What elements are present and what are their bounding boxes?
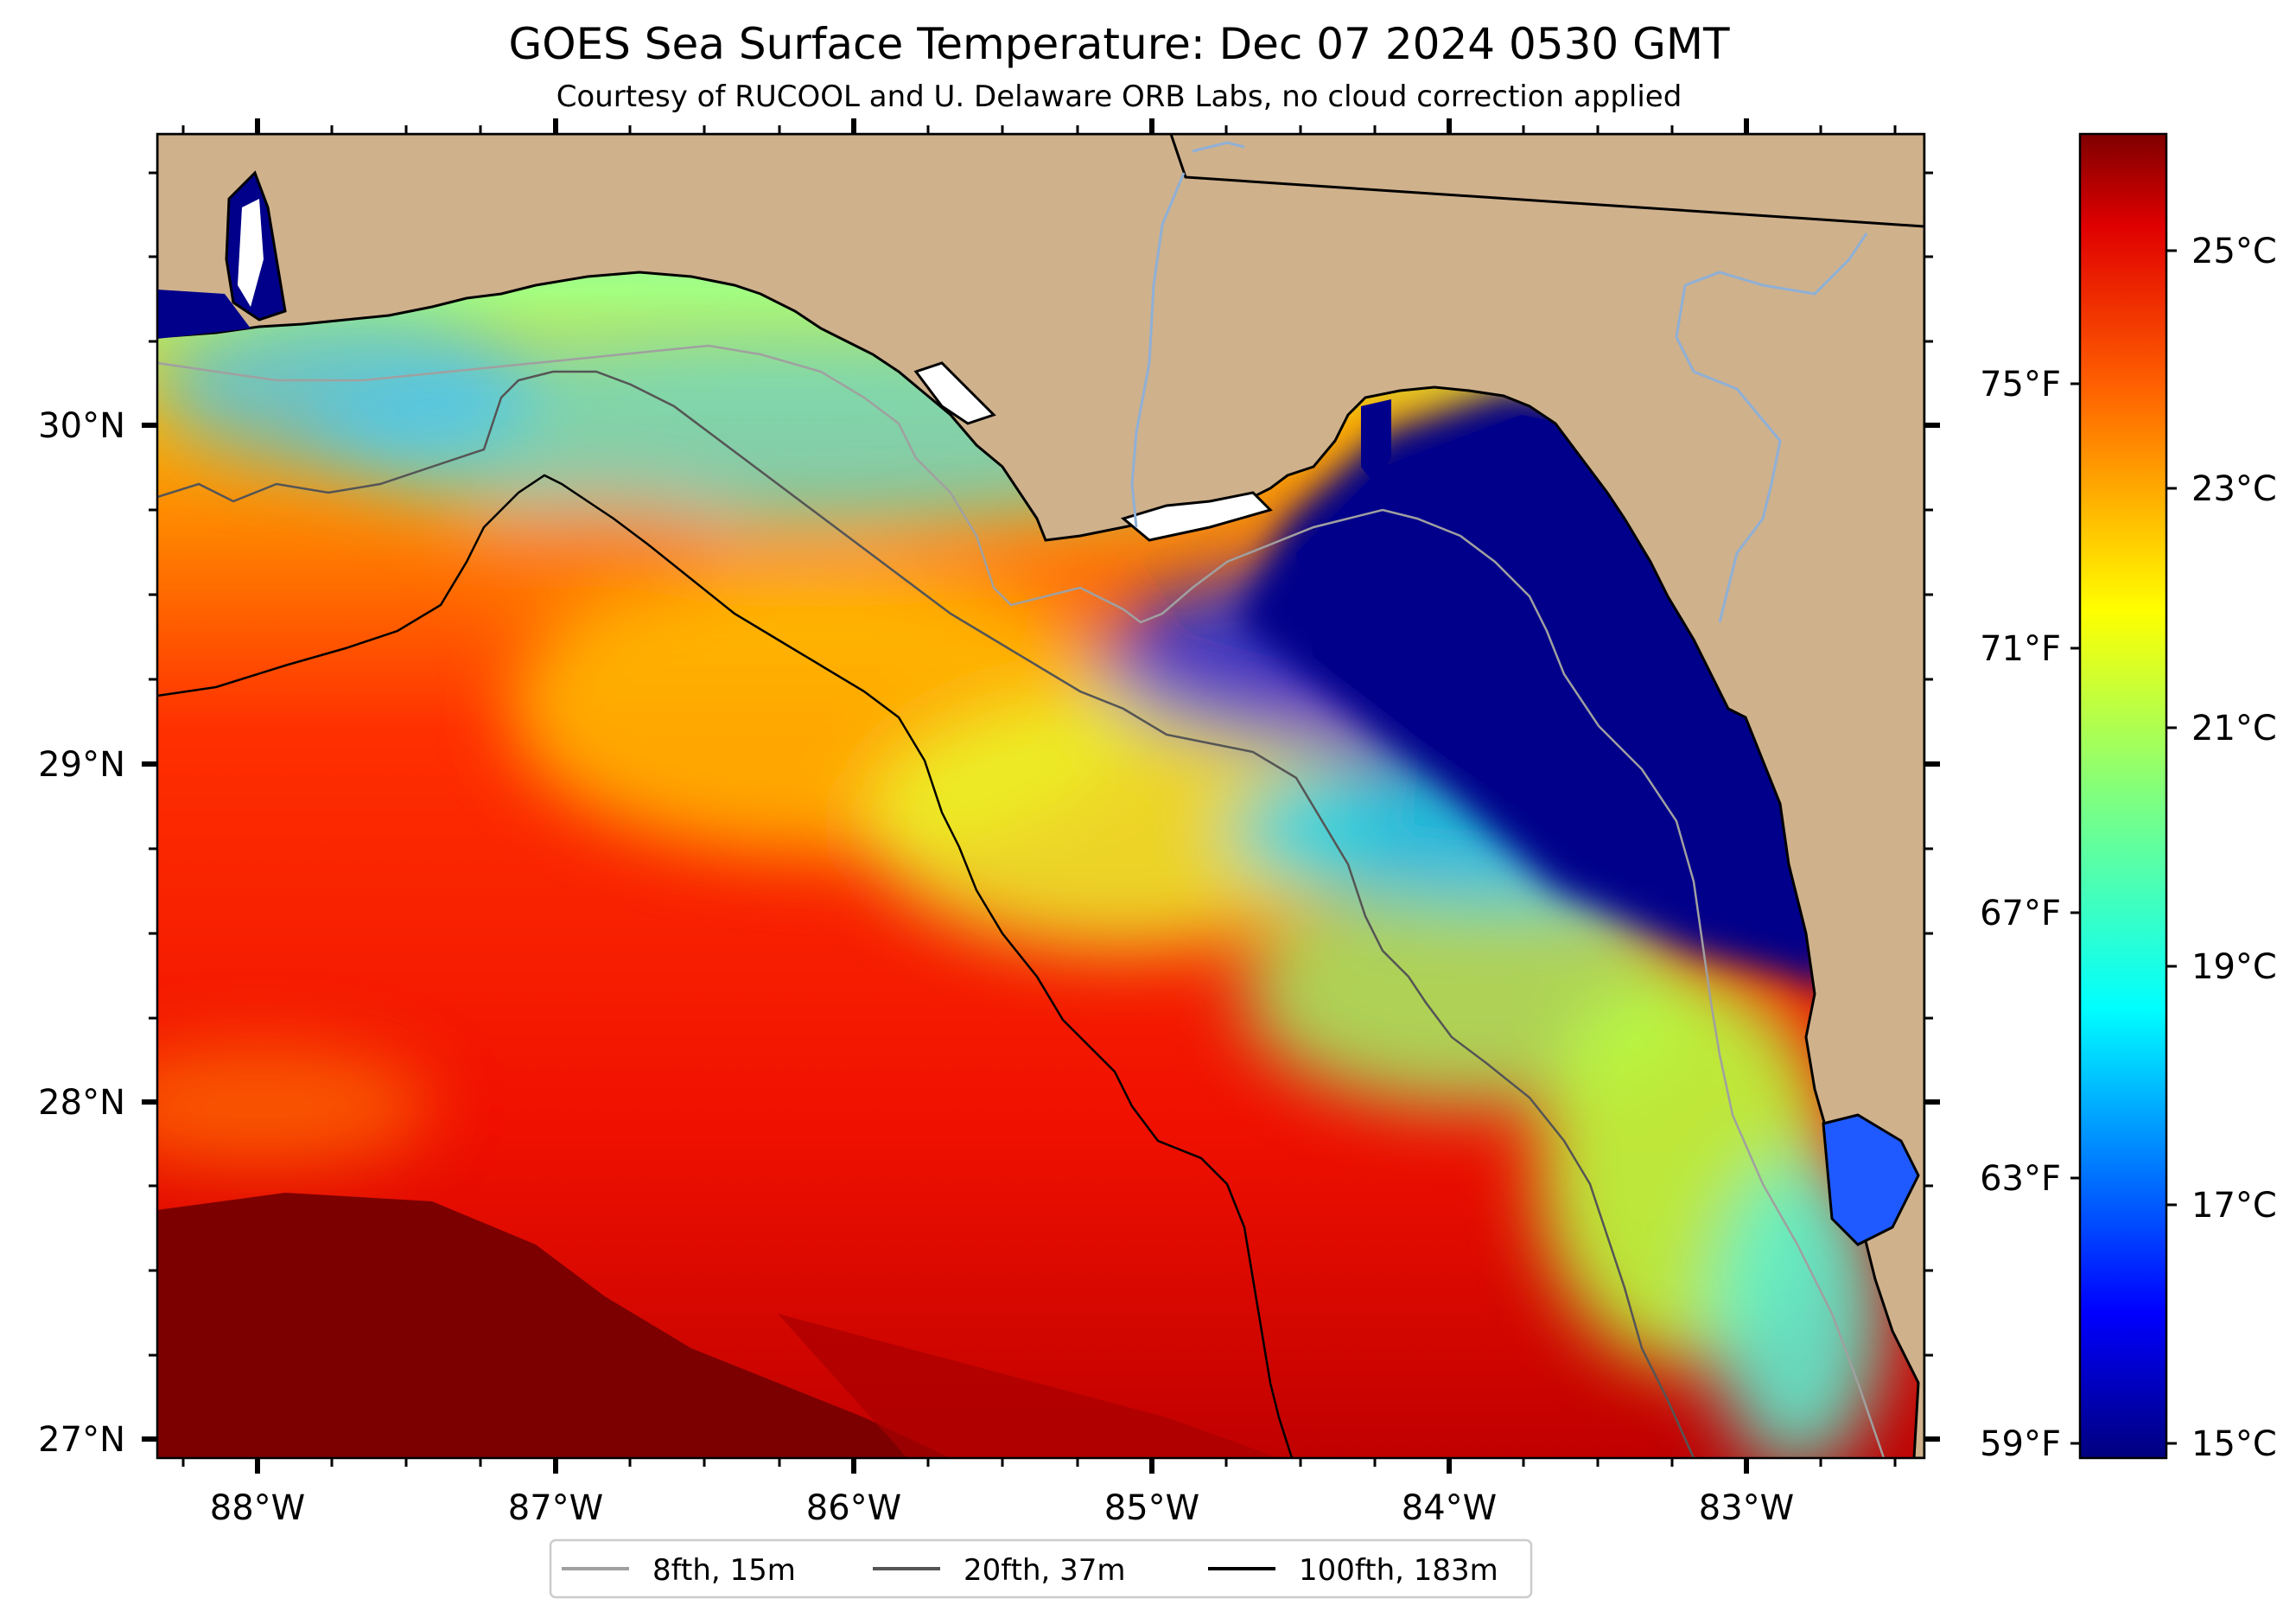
lon-label: 85°W [1104,1488,1199,1528]
celsius-label: 25°C [2191,232,2277,271]
map-title: GOES Sea Surface Temperature: Dec 07 202… [508,19,1730,69]
legend-box [549,1538,1533,1599]
fahrenheit-axis: 75°F 71°F 67°F 63°F 59°F [1980,365,2079,1464]
warm-water-region [157,1193,951,1458]
fahrenheit-label: 75°F [1980,365,2061,404]
cold-water-core [1296,415,1815,933]
fahrenheit-label: 67°F [1980,894,2061,933]
celsius-label: 17°C [2191,1186,2277,1226]
lon-label: 88°W [210,1488,305,1528]
lon-ticks [255,118,1749,1474]
lon-label: 87°W [508,1488,603,1528]
fahrenheit-label: 71°F [1980,629,2061,669]
rivers [1130,141,1868,623]
land-mass [157,134,1924,1458]
map-subtitle: Courtesy of RUCOOL and U. Delaware ORB L… [556,80,1682,114]
celsius-label: 23°C [2191,469,2277,509]
lon-labels: 88°W 87°W 86°W 85°W 84°W 83°W [210,1488,1794,1528]
legend-label: 100fth, 183m [1299,1553,1498,1588]
colorbar [2078,132,2168,1460]
lat-label: 29°N [38,745,125,785]
lon-label: 86°W [806,1488,901,1528]
isobath-20fth [157,370,1695,1458]
lon-label: 84°W [1402,1488,1497,1528]
map-frame [156,132,1926,1460]
sst-map [157,134,1924,1458]
celsius-label: 15°C [2191,1424,2277,1464]
lat-label: 28°N [38,1083,125,1123]
legend-label: 8fth, 15m [652,1553,796,1588]
isobath-100fth [157,474,1294,1458]
lat-label: 27°N [38,1420,125,1460]
isobath-8fth [157,344,1886,1458]
isobath-legend: 8fth, 15m 20fth, 37m 100fth, 183m [549,1538,1533,1599]
legend-label: 20fth, 37m [964,1553,1126,1588]
lat-ticks [142,423,1940,1442]
celsius-label: 21°C [2191,709,2277,748]
lon-label: 83°W [1699,1488,1794,1528]
state-border [1169,134,1924,228]
celsius-axis: 25°C 23°C 21°C 19°C 17°C 15°C [2166,232,2277,1464]
lat-label: 30°N [38,406,125,446]
fahrenheit-label: 59°F [1980,1424,2061,1464]
celsius-label: 19°C [2191,947,2277,987]
fahrenheit-label: 63°F [1980,1159,2061,1199]
tampa-bay [1822,1113,1920,1246]
lat-labels: 30°N 29°N 28°N 27°N [38,406,125,1460]
minor-ticks [149,125,1933,1467]
